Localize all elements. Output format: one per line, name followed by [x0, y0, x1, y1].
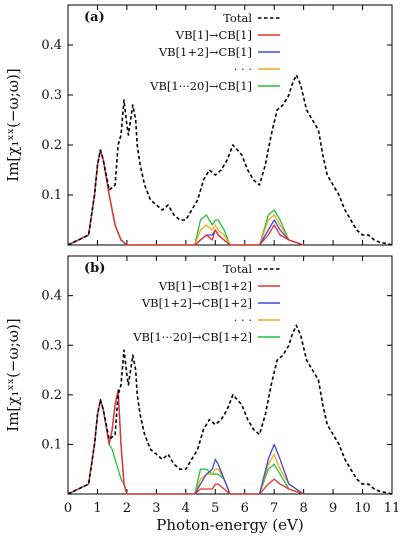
series-line-0 — [67, 74, 393, 246]
y-tick-label: 0.4 — [41, 289, 62, 304]
legend-label: VB[1+2]→CB[1+2] — [141, 296, 252, 310]
y-tick-label: 0.2 — [41, 388, 62, 403]
x-axis-label: Photon-energy (eV) — [156, 516, 303, 534]
legend-label: Total — [223, 262, 252, 276]
x-tick-label: 10 — [354, 501, 371, 516]
y-tick-label: 0.3 — [41, 88, 62, 103]
y-axis-label: Im[χ₁ˣˣ(−ω;ω)] — [4, 68, 22, 181]
legend: Total VB[1]→CB[1+2] VB[1+2]→CB[1+2] · · · VB… — [132, 262, 280, 344]
series-line-2 — [67, 389, 304, 495]
legend-label: VB[1+2]→CB[1] — [158, 45, 252, 59]
panel-a: 0.1 0.2 0.3 0.4 Im[χ₁ˣˣ(−ω;ω)] (a) Total VB[1]→… — [4, 4, 393, 246]
x-tick-label: 9 — [329, 501, 337, 516]
y-tick-label: 0.3 — [41, 338, 62, 353]
x-tick-label: 4 — [182, 501, 190, 516]
legend-label: VB[1]→CB[1+2] — [158, 279, 252, 293]
x-tick-label: 6 — [241, 501, 249, 516]
series-line-3 — [67, 389, 304, 495]
panel-label: (a) — [84, 10, 105, 25]
x-tick-label: 0 — [64, 501, 72, 516]
y-tick-label: 0.2 — [41, 138, 62, 153]
series-line-1 — [67, 149, 304, 246]
x-tick-label: 8 — [299, 501, 307, 516]
y-tick-label: 0.1 — [41, 188, 62, 203]
x-tick-label: 11 — [384, 501, 401, 516]
legend-label: VB[1···20]→CB[1] — [149, 79, 252, 93]
y-axis-label: Im[χ₁ˣˣ(−ω;ω)] — [4, 318, 22, 431]
series-line-1 — [67, 389, 304, 495]
x-tick-label: 1 — [93, 501, 101, 516]
legend-label: · · · — [234, 62, 252, 76]
x-tick-label: 2 — [123, 501, 131, 516]
legend-label: Total — [223, 11, 252, 25]
x-tick-label: 7 — [270, 501, 278, 516]
legend-label: VB[1]→CB[1] — [175, 28, 252, 42]
series-line-0 — [67, 324, 393, 495]
legend-label: · · · — [234, 313, 252, 327]
x-tick-label: 3 — [152, 501, 160, 516]
panel-b: 0 1 2 3 4 5 6 7 8 9 10 11 0.1 0.2 0.3 0.4 Im[χ₁ˣˣ(−ω;ω)]… — [4, 255, 401, 534]
legend-label: VB[1···20]→CB[1+2] — [132, 330, 252, 344]
x-tick-label: 5 — [211, 501, 219, 516]
legend: Total VB[1]→CB[1] VB[1+2]→CB[1] · · · VB[1··… — [149, 11, 280, 93]
panel-label: (b) — [84, 261, 105, 276]
y-tick-label: 0.4 — [41, 38, 62, 53]
y-tick-label: 0.1 — [41, 437, 62, 452]
